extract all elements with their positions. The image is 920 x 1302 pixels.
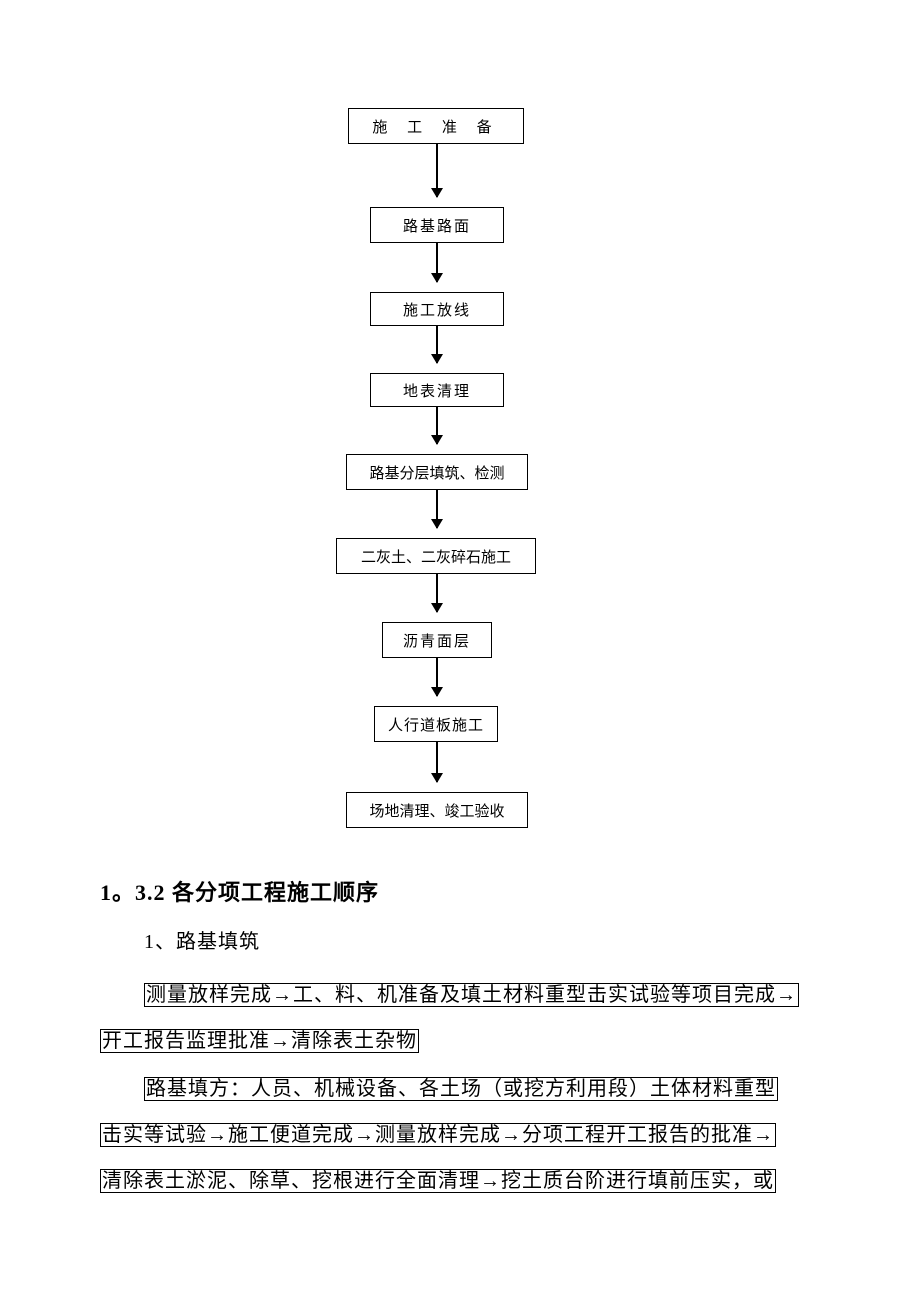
- flow-arrow-5: [436, 490, 438, 528]
- flow-node-6: 二灰土、二灰碎石施工: [336, 538, 536, 574]
- construction-flowchart: 施 工 准 备 路基路面 施工放线 地表清理 路基分层填筑、检测 二灰土、二灰碎…: [0, 0, 920, 108]
- subitem-1: 1、路基填筑: [144, 925, 820, 954]
- flow-node-2: 路基路面: [370, 207, 504, 243]
- para1-line1: 测量放样完成→工、料、机准备及填土材料重型击实试验等项目完成→: [144, 983, 799, 1007]
- flow-arrow-2: [436, 243, 438, 282]
- flow-node-9: 场地清理、竣工验收: [346, 792, 528, 828]
- flow-arrow-6: [436, 574, 438, 612]
- section-heading: 1。3.2 各分项工程施工顺序: [100, 875, 820, 907]
- flow-node-4: 地表清理: [370, 373, 504, 407]
- flow-node-3: 施工放线: [370, 292, 504, 326]
- paragraph-2: 路基填方：人员、机械设备、各土场（或挖方利用段）土体材料重型 击实等试验→施工便…: [100, 1066, 820, 1204]
- para1-line2: 开工报告监理批准→清除表土杂物: [100, 1029, 419, 1053]
- content-section: 1。3.2 各分项工程施工顺序 1、路基填筑 测量放样完成→工、料、机准备及填土…: [100, 875, 820, 1204]
- flow-arrow-3: [436, 326, 438, 363]
- para2-line2: 击实等试验→施工便道完成→测量放样完成→分项工程开工报告的批准→: [100, 1123, 776, 1147]
- para2-line3: 清除表土淤泥、除草、挖根进行全面清理→挖土质台阶进行填前压实，或: [100, 1169, 776, 1193]
- flow-arrow-1: [436, 144, 438, 197]
- flow-arrow-7: [436, 658, 438, 696]
- flow-arrow-4: [436, 407, 438, 444]
- paragraph-1: 测量放样完成→工、料、机准备及填土材料重型击实试验等项目完成→ 开工报告监理批准…: [100, 972, 820, 1064]
- flow-node-7: 沥青面层: [382, 622, 492, 658]
- para2-line1: 路基填方：人员、机械设备、各土场（或挖方利用段）土体材料重型: [144, 1077, 778, 1101]
- flow-node-8: 人行道板施工: [374, 706, 498, 742]
- flow-node-5: 路基分层填筑、检测: [346, 454, 528, 490]
- flow-arrow-8: [436, 742, 438, 782]
- flow-node-1: 施 工 准 备: [348, 108, 524, 144]
